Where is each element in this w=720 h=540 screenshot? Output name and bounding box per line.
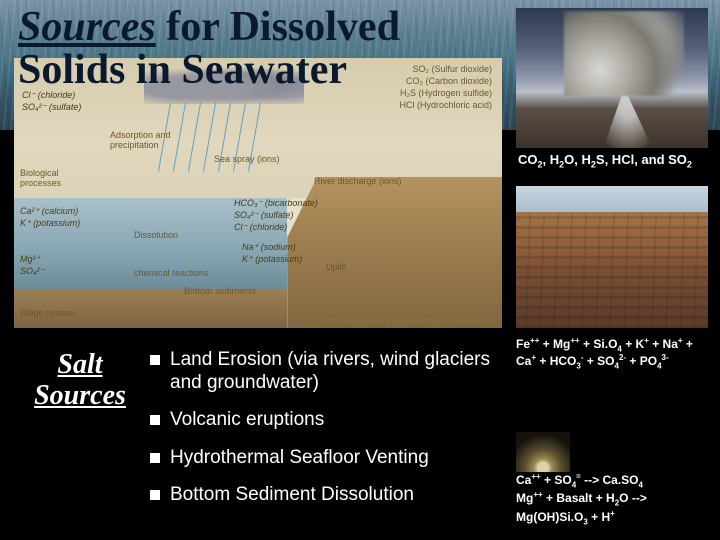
- ion-label: K⁺ (potassium): [242, 254, 302, 265]
- canyon-photo: [516, 186, 708, 328]
- bullet-text: Hydrothermal Seafloor Venting: [170, 446, 500, 469]
- ion-label: SO₄²⁻ (sulfate): [234, 210, 293, 221]
- ion-label: Cl⁻ (chloride): [234, 222, 287, 233]
- dissolution-label: Dissolution: [134, 230, 178, 240]
- volcano-gases-caption: CO2, H2O, H2S, HCl, and SO2: [518, 152, 706, 170]
- bullet-icon: [150, 490, 160, 500]
- hydrothermal-vent-photo: [516, 432, 570, 472]
- list-item: Land Erosion (via rivers, wind glaciers …: [150, 348, 500, 394]
- title-sources: Sources: [18, 4, 156, 50]
- gas-label: HCl (Hydrochloric acid): [399, 100, 492, 110]
- ion-label: K⁺ (potassium): [20, 218, 80, 229]
- ion-label: Mg²⁺: [20, 254, 40, 265]
- bullet-text: Volcanic eruptions: [170, 408, 500, 431]
- bullet-text: Bottom Sediment Dissolution: [170, 483, 500, 506]
- ion-label: SO₄²⁻ (sulfate): [22, 102, 81, 113]
- title-line2: Solids in Seawater: [18, 47, 347, 93]
- river-label: River discharge (ions): [314, 176, 402, 186]
- bullet-icon: [150, 453, 160, 463]
- bullet-icon: [150, 415, 160, 425]
- bullet-list: Land Erosion (via rivers, wind glaciers …: [150, 348, 500, 520]
- diagram-credit: © 2002 Brooks/Cole, a division of Thomso…: [319, 319, 498, 326]
- slide-title: Sources for Dissolved Solids in Seawater: [18, 6, 498, 92]
- bullet-icon: [150, 355, 160, 365]
- uplift-label: Uplift: [326, 262, 347, 272]
- list-item: Hydrothermal Seafloor Venting: [150, 446, 500, 469]
- erosion-chemistry: Fe++ + Mg++ + Si.O4 + K+ + Na+ + Ca+ + H…: [516, 336, 708, 371]
- bullet-text: Land Erosion (via rivers, wind glaciers …: [170, 348, 500, 394]
- ridge-label: Ridge system: [20, 308, 75, 318]
- vent-chemistry: Ca++ + SO4= --> Ca.SO4 Mg++ + Basalt + H…: [516, 472, 716, 527]
- chemreactions-label: chemical reactions: [134, 268, 209, 278]
- diagram-land: [287, 177, 502, 328]
- bottomsed-label: Bottom sediments: [184, 286, 256, 296]
- seaspray-label: Sea spray (ions): [214, 154, 280, 164]
- ion-label: SO₄²⁻: [20, 266, 44, 277]
- ion-label: HCO₃⁻ (bicarbonate): [234, 198, 318, 209]
- salt-sources-heading: Salt Sources: [20, 350, 140, 412]
- list-item: Volcanic eruptions: [150, 408, 500, 431]
- ion-label: Na⁺ (sodium): [242, 242, 296, 253]
- ion-label: Ca²⁺ (calcium): [20, 206, 78, 217]
- volcano-photo: [516, 8, 708, 148]
- sources-diagram: SO₂ (Sulfur dioxide) CO₂ (Carbon dioxide…: [14, 58, 502, 328]
- biological-label: Biological processes: [20, 168, 84, 188]
- adsorption-label: Adsorption and precipitation: [110, 130, 200, 150]
- title-mid: for Dissolved: [156, 4, 400, 50]
- list-item: Bottom Sediment Dissolution: [150, 483, 500, 506]
